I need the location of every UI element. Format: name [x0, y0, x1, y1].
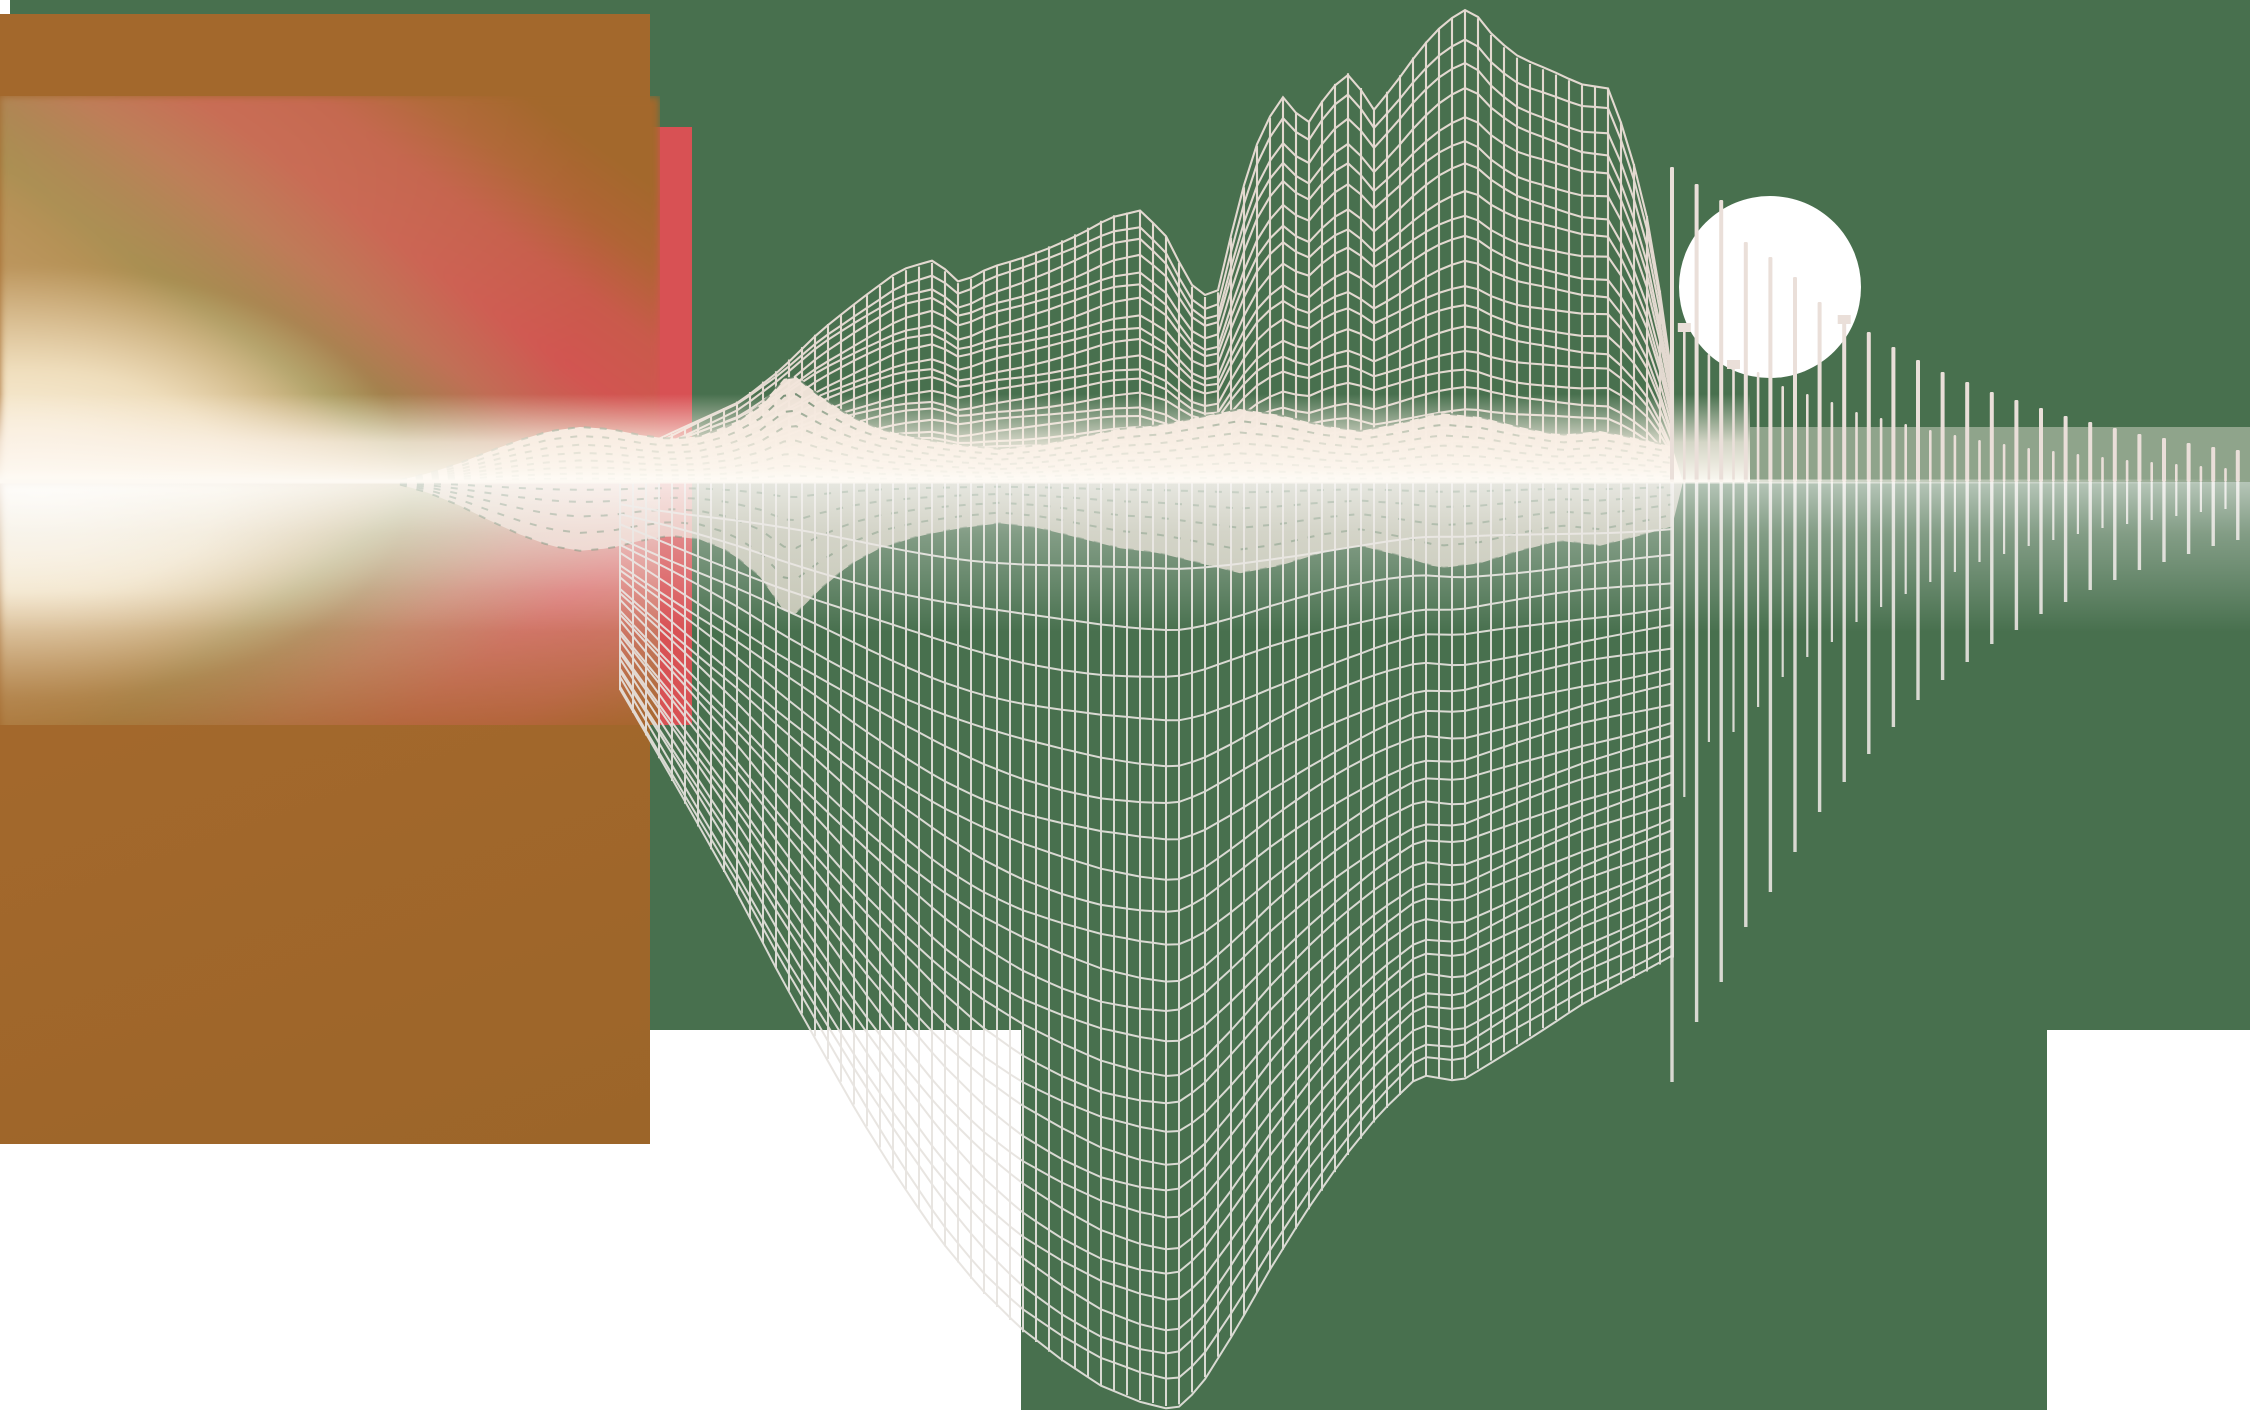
waveform-bar-up	[2014, 400, 2019, 482]
waveform-bar-up	[1989, 392, 1994, 482]
waveform-bar-up	[1830, 402, 1834, 482]
waveform-bar-up	[2235, 450, 2240, 482]
waveform-bar-up	[2199, 466, 2203, 482]
waveform-bar-up	[1806, 394, 1809, 482]
waveform-bar-up	[2162, 438, 2166, 482]
waveform-bar-up	[1743, 242, 1748, 482]
waveform-bar-up	[1866, 332, 1871, 482]
waveform-bar-up	[1916, 360, 1920, 482]
waveform-bar-up	[2137, 434, 2142, 482]
waveform-bar-up	[1953, 435, 1957, 482]
waveform-bar-up	[1670, 167, 1674, 482]
waveform-bar-up	[1855, 412, 1858, 482]
waveform-bar-up	[1891, 347, 1896, 482]
waveform-bar-up	[2186, 443, 2191, 482]
fog-band-tail	[1750, 427, 2250, 482]
waveform-bar-down	[1694, 482, 1699, 1022]
waveform-bar-cap	[1727, 360, 1740, 369]
waveform-bar-up	[2002, 444, 2006, 482]
waveform-bar-down	[1683, 482, 1686, 797]
waveform-bars	[1670, 167, 2240, 1082]
water-sheen	[0, 482, 2250, 632]
waveform-bar-down	[1719, 482, 1723, 982]
waveform-bar-up	[1817, 302, 1822, 482]
waveform-bar-up	[1929, 430, 1932, 482]
waveform-bar-up	[1842, 317, 1847, 482]
waveform-bar-up	[1781, 386, 1784, 482]
waveform-bar-up	[1978, 440, 1981, 482]
waveform-bar-up	[2125, 460, 2129, 482]
waveform-bar-cap	[1677, 323, 1691, 332]
waveform-bar-cap	[1837, 315, 1851, 324]
waveform-bar-down	[1744, 482, 1748, 927]
waveform-bar-up	[2052, 451, 2055, 482]
waveform-bar-up	[2088, 422, 2093, 482]
waveform-bar-down	[1670, 482, 1674, 1082]
waveform-bar-up	[1756, 372, 1760, 482]
waveform-bar-up	[1707, 354, 1711, 482]
waveform-bar-up	[2027, 448, 2030, 482]
waveform-bar-up	[2112, 428, 2117, 482]
waveform-bar-down	[1793, 482, 1797, 852]
waveform-bar-up	[2076, 454, 2080, 482]
waveform-bar-up	[1732, 362, 1735, 482]
waveform-bar-down	[1817, 482, 1822, 812]
waveform-bar-up	[1719, 200, 1724, 482]
waveform-bar-up	[1940, 372, 1945, 482]
waveform-bar-up	[2101, 457, 2104, 482]
waveform-bar-up	[2039, 408, 2043, 482]
waveform-bar-up	[2175, 464, 2178, 482]
waveform-bar-up	[1879, 418, 1883, 482]
waveform-bar-up	[1965, 382, 1970, 482]
waveform-bar-up	[2150, 462, 2153, 482]
waterline	[0, 479, 2250, 484]
waveform-bar-down	[1768, 482, 1773, 892]
waveform-bar-up	[1904, 424, 1907, 482]
waveform-bar-up	[1793, 277, 1797, 482]
waveform-bar-up	[2224, 468, 2227, 482]
waveform-bar-up	[1768, 257, 1773, 482]
waveform-bar-up	[2063, 416, 2068, 482]
waveform-bar-up	[1683, 325, 1686, 482]
fog-band	[0, 394, 1750, 482]
waveform-bar-up	[1694, 184, 1699, 482]
waveform-bar-up	[2211, 447, 2216, 482]
